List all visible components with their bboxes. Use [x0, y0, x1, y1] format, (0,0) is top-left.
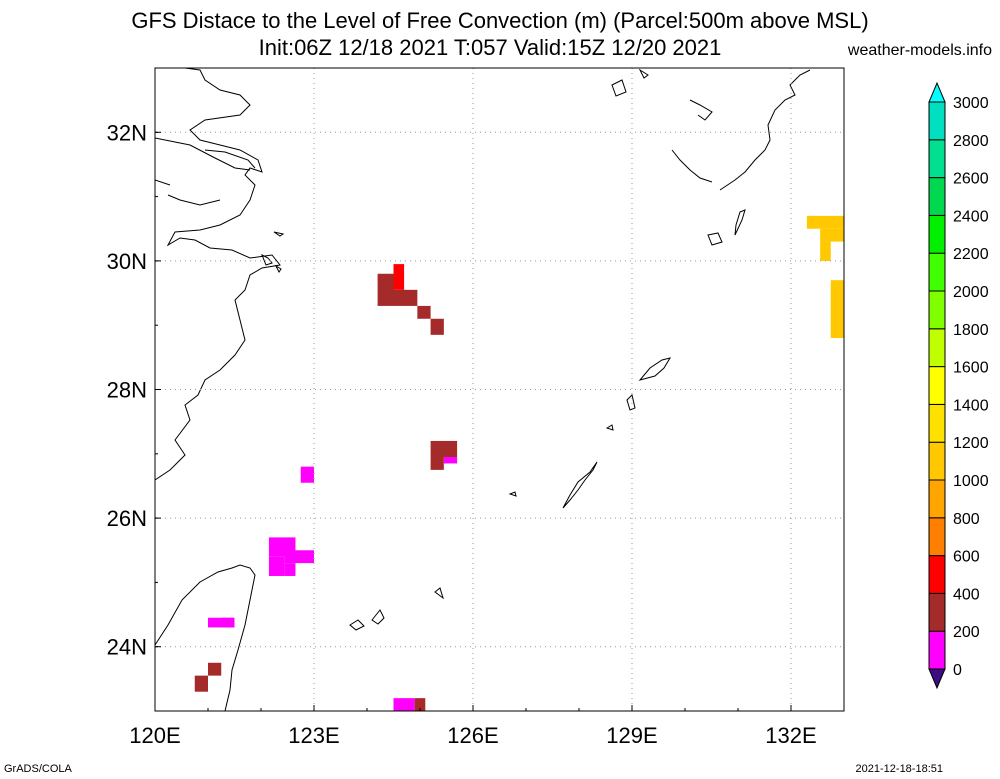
colorbar-max-arrow [928, 81, 946, 103]
coastline-china [155, 68, 281, 481]
colorbar-segment-10 [928, 252, 946, 292]
island-goto [611, 68, 649, 97]
data-cell-17 [194, 675, 208, 692]
colorbar-label-9: 1800 [953, 322, 989, 339]
grid-lines [155, 68, 844, 711]
colorbar-segment-13 [928, 139, 946, 179]
data-cell-3 [430, 318, 444, 335]
colorbar-label-0: 0 [953, 662, 962, 679]
footer-credit: GrADS/COLA [4, 763, 72, 775]
colorbar-segment-3 [928, 517, 946, 557]
data-cell-10 [268, 556, 285, 576]
x-tick-label-4: 132E [765, 723, 816, 748]
colorbar-segment-8 [928, 328, 946, 368]
colorbar-label-6: 1200 [953, 435, 989, 452]
axes: 120E 123E 126E 129E 132E 24N 26N 28N 30N 32N [107, 120, 817, 748]
data-cell-21 [820, 228, 844, 242]
site-label: weather-models.info [847, 42, 992, 59]
x-tick-label-0: 120E [129, 723, 180, 748]
y-tick-label-2: 28N [107, 378, 147, 403]
colorbar-segment-12 [928, 177, 946, 216]
y-tick-label-3: 30N [107, 249, 147, 274]
x-tick-label-2: 126E [447, 723, 498, 748]
data-cell-7 [443, 457, 458, 464]
data-cell-0 [377, 273, 394, 306]
data-cell-13 [284, 563, 296, 576]
colorbar-segment-14 [928, 101, 946, 141]
colorbar-label-13: 2600 [953, 171, 989, 188]
island-zhoushan [261, 231, 285, 273]
island-amami [638, 357, 672, 381]
colorbar-min-arrow [928, 668, 946, 690]
coastlines [155, 68, 811, 711]
data-cell-6 [430, 457, 444, 470]
footer-timestamp: 2021-12-18-18:51 [855, 763, 943, 775]
data-cell-5 [430, 440, 458, 458]
island-okinawa [562, 461, 598, 509]
data-cell-4 [393, 264, 405, 290]
x-tick-label-3: 129E [606, 723, 657, 748]
data-cell-15 [221, 617, 235, 628]
colorbar-label-3: 600 [953, 549, 980, 566]
island-tanegashima [707, 209, 746, 246]
coastline-yangtze [155, 137, 256, 171]
colorbar-label-10: 2000 [953, 284, 989, 301]
colorbar-segment-5 [928, 441, 946, 481]
data-cell-12 [295, 550, 314, 554]
colorbar-label-14: 2800 [953, 133, 989, 150]
colorbar-label-1: 200 [953, 624, 980, 641]
island-miyako [349, 587, 444, 631]
coastline-kyushu [671, 69, 811, 191]
colorbar-label-2: 400 [953, 586, 980, 603]
y-tick-label-0: 24N [107, 635, 147, 660]
data-cell-22 [820, 241, 831, 261]
coastline-hangzhou-bay [155, 179, 221, 206]
colorbar-segment-9 [928, 290, 946, 330]
colorbar-segment-1 [928, 592, 946, 632]
data-cell-19 [414, 698, 426, 711]
colorbar-segment-11 [928, 214, 946, 254]
chart-subtitle: Init:06Z 12/18 2021 T:057 Valid:15Z 12/2… [258, 35, 722, 60]
colorbar-label-5: 1000 [953, 473, 989, 490]
colorbar-label-12: 2400 [953, 208, 989, 225]
colorbar-label-4: 800 [953, 511, 980, 528]
colorbar-label-7: 1400 [953, 397, 989, 414]
x-tick-label-1: 123E [288, 723, 339, 748]
coastline-taiwan [155, 564, 256, 711]
data-cell-9 [268, 537, 296, 557]
colorbar-label-15: 3000 [953, 95, 989, 112]
data-cell-18 [393, 698, 415, 711]
data-cell-11 [284, 553, 314, 564]
colorbar-segment-0 [928, 630, 946, 670]
colorbar-segment-2 [928, 555, 946, 594]
colorbar-segment-7 [928, 366, 946, 405]
y-tick-label-1: 26N [107, 506, 147, 531]
data-cell-16 [208, 662, 222, 676]
colorbar-label-11: 2200 [953, 246, 989, 263]
colorbar-segment-4 [928, 479, 946, 519]
data-cell-2 [417, 305, 431, 319]
colorbar-segment-6 [928, 403, 946, 443]
data-cells [194, 215, 844, 711]
data-cell-1 [393, 289, 418, 306]
chart-title: GFS Distace to the Level of Free Convect… [131, 8, 869, 33]
data-cell-8 [300, 466, 314, 483]
island-tokara [508, 394, 636, 497]
y-tick-label-4: 32N [107, 120, 147, 145]
data-cell-20 [806, 215, 844, 229]
colorbar: 0 200 400 600 800 1000 1200 1400 1600 1800 2000 220… [928, 81, 989, 690]
colorbar-label-8: 1600 [953, 360, 989, 377]
data-cell-23 [830, 280, 844, 339]
